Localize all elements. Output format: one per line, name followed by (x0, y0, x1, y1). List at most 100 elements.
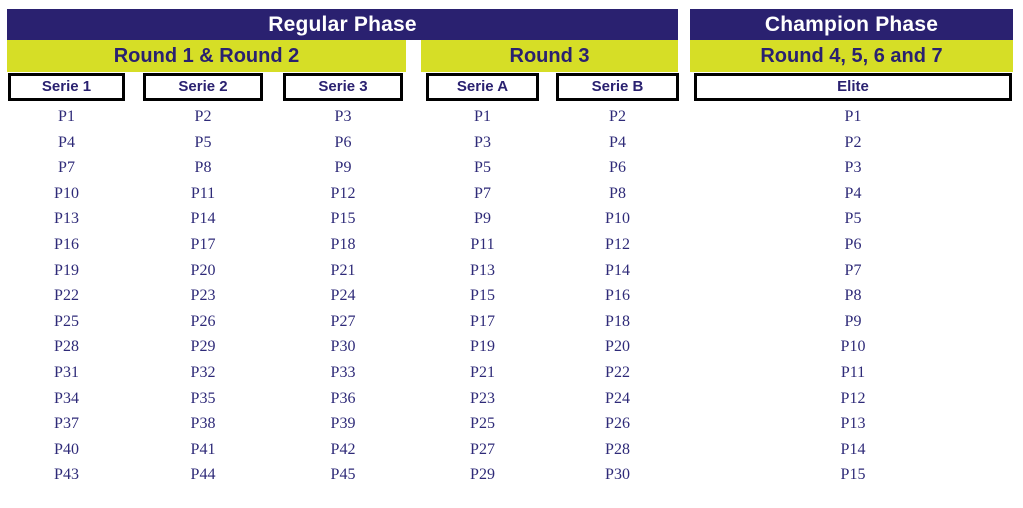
player-cell: P30 (330, 338, 356, 356)
serie-2-header-box: Serie 2 (143, 73, 263, 101)
player-cell: P7 (844, 261, 862, 279)
player-cell: P17 (470, 312, 495, 330)
player-cell: P22 (605, 363, 630, 381)
player-cell: P4 (58, 133, 75, 151)
player-cell: P8 (844, 287, 862, 305)
player-cell: P1 (474, 108, 491, 125)
player-cell: P31 (54, 363, 79, 381)
elite-player-column: P1 P2 P3 P4 P5 P6 P7 P8 P9 P10 P11 P12 P13 P14 P15 (694, 104, 1012, 488)
player-cell: P26 (190, 312, 216, 330)
player-cell: P7 (58, 159, 75, 177)
player-cell: P9 (844, 312, 862, 330)
player-cell: P1 (58, 108, 75, 125)
player-cell: P34 (54, 389, 79, 407)
player-cell: P26 (605, 415, 630, 433)
player-cell: P13 (470, 261, 495, 279)
player-cell: P22 (54, 287, 79, 305)
player-cell: P24 (330, 287, 356, 305)
player-cell: P6 (334, 133, 352, 151)
player-cell: P3 (334, 108, 352, 125)
player-cell: P5 (844, 210, 862, 228)
player-cell: P2 (194, 108, 212, 125)
player-cell: P11 (840, 363, 866, 381)
player-cell: P14 (605, 261, 630, 279)
player-cell: P6 (609, 159, 626, 177)
champion-phase-header: Champion Phase (690, 9, 1013, 40)
player-cell: P45 (330, 466, 356, 484)
round-3-band: Round 3 (421, 40, 678, 72)
player-cell: P20 (190, 261, 216, 279)
player-cell: P5 (474, 159, 491, 177)
player-cell: P4 (609, 133, 626, 151)
player-cell: P14 (190, 210, 216, 228)
player-cell: P44 (190, 466, 216, 484)
player-cell: P15 (330, 210, 356, 228)
player-cell: P5 (194, 133, 212, 151)
player-cell: P24 (605, 389, 630, 407)
player-cell: P3 (844, 159, 862, 177)
player-cell: P27 (330, 312, 356, 330)
serie-3-player-column: P3 P6 P9 P12 P15 P18 P21 P24 P27 P30 P33 P36 P39 P42 P… (283, 104, 403, 488)
player-cell: P17 (190, 235, 216, 253)
player-cell: P8 (194, 159, 212, 177)
serie-b-header-box: Serie B (556, 73, 679, 101)
player-cell: P23 (190, 287, 216, 305)
player-cell: P27 (470, 440, 495, 458)
player-cell: P41 (190, 440, 216, 458)
player-cell: P29 (470, 466, 495, 484)
player-cell: P39 (330, 415, 356, 433)
player-cell: P2 (844, 133, 862, 151)
player-cell: P12 (605, 235, 630, 253)
player-cell: P25 (54, 312, 79, 330)
player-cell: P28 (605, 440, 630, 458)
player-cell: P11 (470, 235, 495, 253)
player-cell: P10 (840, 338, 866, 356)
player-cell: P35 (190, 389, 216, 407)
player-cell: P21 (330, 261, 356, 279)
player-cell: P2 (609, 108, 626, 125)
serie-1-player-column: P1 P4 P7 P10 P13 P16 P19 P22 P25 P28 P31 P34 P37 P40 P… (8, 104, 125, 488)
player-cell: P9 (334, 159, 352, 177)
player-cell: P21 (470, 363, 495, 381)
player-cell: P15 (840, 466, 866, 484)
player-cell: P42 (330, 440, 356, 458)
serie-3-header-box: Serie 3 (283, 73, 403, 101)
round-1-2-band: Round 1 & Round 2 (7, 40, 406, 72)
player-cell: P1 (844, 108, 862, 125)
player-cell: P30 (605, 466, 630, 484)
round-4-5-6-7-band: Round 4, 5, 6 and 7 (690, 40, 1013, 72)
player-cell: P40 (54, 440, 79, 458)
player-cell: P13 (840, 415, 866, 433)
regular-phase-header: Regular Phase (7, 9, 678, 40)
player-cell: P28 (54, 338, 79, 356)
player-cell: P37 (54, 415, 79, 433)
player-cell: P18 (605, 312, 630, 330)
player-cell: P6 (844, 235, 862, 253)
player-cell: P9 (474, 210, 491, 228)
player-cell: P13 (54, 210, 79, 228)
player-cell: P11 (190, 184, 216, 202)
player-cell: P36 (330, 389, 356, 407)
player-cell: P20 (605, 338, 630, 356)
serie-2-player-column: P2 P5 P8 P11 P14 P17 P20 P23 P26 P29 P32 P35 P38 P41 P… (143, 104, 263, 488)
player-cell: P29 (190, 338, 216, 356)
serie-1-header-box: Serie 1 (8, 73, 125, 101)
player-cell: P16 (605, 287, 630, 305)
player-cell: P10 (605, 210, 630, 228)
serie-a-header-box: Serie A (426, 73, 539, 101)
player-cell: P25 (470, 415, 495, 433)
elite-header-box: Elite (694, 73, 1012, 101)
player-cell: P10 (54, 184, 79, 202)
player-cell: P16 (54, 235, 79, 253)
player-cell: P14 (840, 440, 866, 458)
player-cell: P18 (330, 235, 356, 253)
player-cell: P7 (474, 184, 491, 202)
serie-a-player-column: P1 P3 P5 P7 P9 P11 P13 P15 P17 P19 P21 P23 P25 P27 P29 (426, 104, 539, 488)
player-cell: P12 (840, 389, 866, 407)
player-cell: P12 (330, 184, 356, 202)
player-cell: P3 (474, 133, 491, 151)
serie-b-player-column: P2 P4 P6 P8 P10 P12 P14 P16 P18 P20 P22 P24 P26 P28 P3… (556, 104, 679, 488)
player-cell: P19 (54, 261, 79, 279)
player-cell: P8 (609, 184, 626, 202)
